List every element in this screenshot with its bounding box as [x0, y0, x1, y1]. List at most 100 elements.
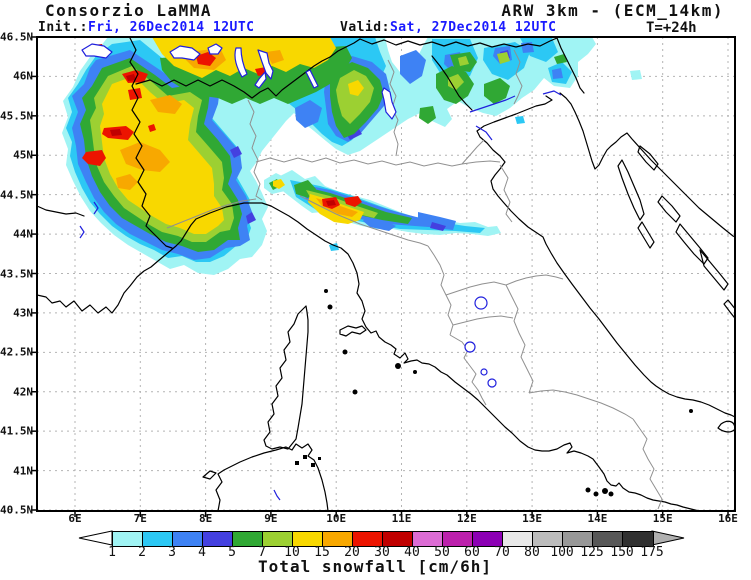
init-label: Init.: [38, 20, 88, 35]
lat-label: 40.5N [0, 503, 34, 517]
scale-color-box [263, 532, 293, 546]
lat-label: 43N [13, 306, 33, 320]
scale-color-box [623, 532, 653, 546]
lon-label: 9E [264, 512, 278, 525]
scale-value: 150 [610, 545, 634, 560]
coastlines [37, 37, 735, 511]
lat-label: 43.5N [0, 267, 34, 280]
lead-time: T=+24h [646, 20, 697, 36]
snowfall-color-scale [112, 531, 654, 547]
scale-color-box [203, 532, 233, 546]
scale-value: 70 [494, 545, 510, 560]
lake-vico [480, 368, 488, 376]
lat-label: 46.5N [0, 30, 34, 44]
scale-value: 3 [168, 545, 176, 560]
model-title: ARW 3km - (ECM_14km) [501, 1, 724, 20]
lat-label: 42.5N [0, 345, 34, 359]
scale-value: 175 [640, 545, 664, 560]
island-dalmatia [699, 249, 729, 291]
asinara [202, 470, 217, 480]
scale-left-arrow [78, 530, 113, 546]
island-rab [657, 195, 681, 223]
lake-iseo [305, 69, 319, 89]
lake-maggiore [234, 47, 248, 78]
lat-label: 41N [13, 464, 33, 478]
scale-value: 15 [314, 545, 330, 560]
lake-bracciano [487, 378, 497, 388]
scale-color-box [443, 532, 473, 546]
lakes [79, 43, 562, 501]
scale-value: 100 [550, 545, 574, 560]
scale-value: 1 [108, 545, 116, 560]
border-alpine-ridge [431, 55, 473, 111]
scale-color-box [323, 532, 353, 546]
lon-label: 16E [718, 512, 738, 525]
lake-bolsena [464, 341, 476, 353]
scale-color-box [503, 532, 533, 546]
island-krk [637, 145, 659, 171]
region-borders [166, 49, 663, 510]
lake-geneva [81, 43, 113, 59]
coast-istria-croatia [559, 92, 735, 238]
scale-value: 4 [198, 545, 206, 560]
scale-color-box [173, 532, 203, 546]
border-slovenia [556, 37, 585, 94]
scale-value: 2 [138, 545, 146, 560]
lon-label: 13E [522, 512, 543, 525]
scale-color-box [143, 532, 173, 546]
scale-value: 60 [464, 545, 480, 560]
lat-label: 46N [13, 69, 33, 83]
scale-color-box [233, 532, 263, 546]
scale-right-arrow [651, 530, 685, 546]
lat-label: 41.5N [0, 424, 34, 438]
line-west [37, 205, 85, 217]
island-dots [295, 289, 693, 497]
gargano-lagoon [717, 420, 735, 433]
scale-title: Total snowfall [cm/6h] [258, 557, 492, 576]
scale-value: 40 [404, 545, 420, 560]
island-losinj [637, 221, 655, 249]
axis-ticks [31, 36, 729, 517]
coast-mainland [37, 202, 700, 511]
init-value: Fri, 26Dec2014 12UTC [87, 20, 255, 35]
lon-label: 7E [133, 512, 147, 525]
valid-value: Sat, 27Dec2014 12UTC [389, 20, 557, 35]
corsica [263, 305, 309, 450]
lon-label: 11E [391, 512, 412, 525]
lat-label: 44.5N [0, 188, 34, 202]
scale-color-box [413, 532, 443, 546]
scale-value: 125 [580, 545, 604, 560]
lake-alpine [169, 45, 201, 61]
brand-title: Consorzio LaMMA [45, 1, 212, 20]
lake-alpine2 [207, 43, 223, 55]
scale-color-box [113, 532, 143, 546]
lake-como [254, 49, 274, 89]
lon-label: 6E [68, 512, 82, 525]
lat-label: 45.5N [0, 109, 34, 123]
elba [339, 325, 367, 337]
scale-value: 20 [344, 545, 360, 560]
lon-label: 8E [198, 512, 213, 525]
scale-color-box [293, 532, 323, 546]
border-austria [359, 37, 558, 48]
scale-value: 10 [284, 545, 300, 560]
scale-value: 5 [228, 545, 236, 560]
lon-label: 10E [326, 512, 347, 525]
lake-trasimeno [474, 296, 488, 310]
scale-color-box [473, 532, 503, 546]
scale-color-box [533, 532, 563, 546]
lat-label: 42N [13, 385, 33, 399]
scale-color-box [383, 532, 413, 546]
scale-color-box [353, 532, 383, 546]
snowfall-shading [62, 37, 642, 275]
init-time: Init.:Fri, 26Dec2014 12UTC [38, 20, 255, 35]
scale-value: 80 [524, 545, 540, 560]
lat-label: 45N [13, 148, 33, 162]
lat-label: 44N [13, 227, 33, 241]
lake-garda [381, 87, 397, 120]
island-cres [617, 159, 645, 221]
island-pag [675, 223, 709, 265]
valid-time: Valid:Sat, 27Dec2014 12UTC [340, 20, 557, 35]
